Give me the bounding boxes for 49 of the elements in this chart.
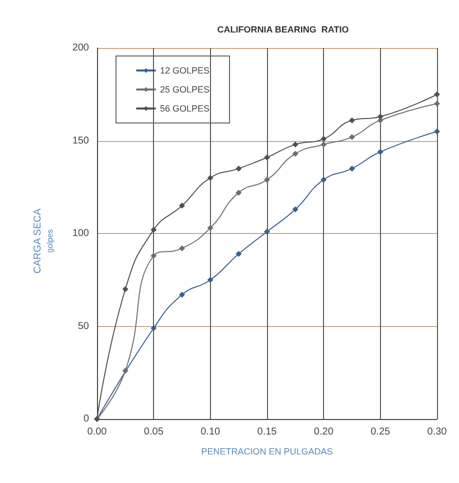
point (292, 150, 298, 157)
point (150, 252, 157, 259)
y-axis-title: CARGA SECA golpes (32, 208, 54, 274)
point (236, 166, 242, 172)
point (320, 141, 327, 148)
y-tick-label: 200 (72, 42, 90, 54)
point (292, 141, 298, 148)
point (264, 154, 270, 160)
point (150, 325, 157, 332)
y-tick-label: 100 (72, 228, 90, 239)
y-tick-label: 50 (78, 320, 90, 332)
x-tick-label: 0.00 (87, 426, 108, 438)
point (207, 174, 214, 181)
x-tick-label: 0.20 (314, 426, 334, 438)
point (122, 286, 128, 292)
point (377, 114, 384, 120)
point (150, 226, 157, 233)
x-tick-label: 0.25 (370, 426, 390, 438)
point (349, 117, 355, 124)
legend-label: 56 GOLPES (160, 104, 210, 114)
x-tick-label: 0.15 (257, 426, 278, 438)
legend-label: 25 GOLPES (160, 84, 210, 94)
point (236, 250, 242, 257)
chart-title: CALIFORNIA BEARING RATIO (217, 24, 349, 34)
point (264, 176, 270, 183)
x-tick-label: 0.30 (427, 426, 448, 438)
point (179, 245, 185, 252)
x-tick-label: 0.10 (200, 426, 220, 438)
point (179, 202, 185, 209)
point (236, 190, 242, 196)
point (320, 176, 327, 183)
point (207, 276, 214, 283)
y-tick-label: 150 (72, 135, 90, 146)
point (320, 136, 327, 142)
point (434, 128, 440, 134)
y-tick-label: 0 (83, 414, 90, 424)
point (377, 148, 384, 155)
point (434, 91, 440, 98)
point (434, 100, 440, 107)
point (207, 224, 214, 231)
x-axis-title: PENETRACION EN PULGADAS (201, 446, 333, 456)
point (292, 206, 298, 212)
point (264, 228, 270, 235)
legend-label: 12 GOLPES (160, 66, 210, 76)
point (122, 368, 128, 374)
point (349, 134, 355, 140)
point (179, 292, 185, 298)
x-tick-label: 0.05 (144, 426, 164, 438)
point (349, 166, 355, 172)
